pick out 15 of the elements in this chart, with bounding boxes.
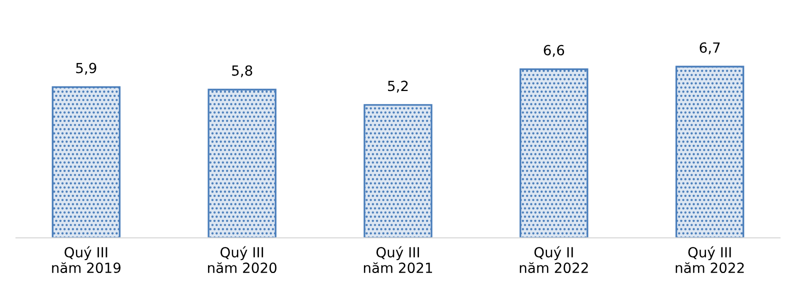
x-tick-label: Quý III năm 2021 — [364, 246, 432, 274]
x-tick-label: Quý III năm 2020 — [208, 246, 276, 274]
bar — [520, 68, 588, 238]
data-label: 6,6 — [544, 44, 564, 57]
x-tick-label: Quý III năm 2022 — [676, 246, 744, 274]
x-tick-label: Quý III năm 2019 — [52, 246, 120, 274]
bar — [675, 66, 744, 238]
data-label: 5,9 — [76, 62, 96, 75]
data-label: 5,2 — [388, 80, 408, 93]
x-tick-label: Quý II năm 2022 — [520, 246, 588, 274]
bar — [364, 104, 432, 238]
bar — [208, 88, 276, 238]
data-label: 5,8 — [232, 65, 252, 78]
data-label: 6,7 — [700, 42, 720, 54]
bar — [52, 86, 121, 238]
